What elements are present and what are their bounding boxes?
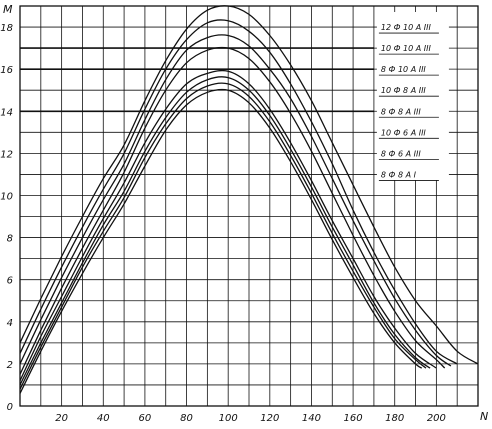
y-tick-label: 4 <box>7 318 13 329</box>
x-axis-label: N <box>480 410 488 423</box>
plot-frame <box>19 5 479 407</box>
series-line <box>19 82 427 390</box>
y-axis-label: M <box>3 3 13 16</box>
series-line <box>19 76 431 386</box>
series-line <box>19 5 479 365</box>
legend-label: 8 Ф 8 A III <box>381 107 421 116</box>
x-tick-label: 180 <box>385 413 404 424</box>
series-line <box>19 34 452 367</box>
series-line <box>19 88 423 394</box>
series-line <box>19 69 437 381</box>
x-tick-label: 100 <box>219 413 238 424</box>
legend-label: 10 Ф 6 A III <box>381 128 427 137</box>
legend-label: 12 Ф 10 A III <box>381 23 432 32</box>
y-tick-label: 18 <box>0 23 13 34</box>
x-tick-label: 20 <box>55 413 68 424</box>
y-tick-label: 8 <box>7 234 13 245</box>
x-tick-label: 40 <box>97 413 110 424</box>
legend: 12 Ф 10 A III 10 Ф 10 A III 8 Ф 10 A III 10… <box>376 12 449 181</box>
x-tick-label: 160 <box>344 413 363 424</box>
y-tick-label: 0 <box>7 402 13 413</box>
y-tick-label: 16 <box>0 65 13 76</box>
y-tick-label: 14 <box>0 107 13 118</box>
y-tick-label: 2 <box>7 360 13 371</box>
legend-label: 8 Ф 10 A III <box>381 65 427 74</box>
y-tick-label: 6 <box>7 276 13 287</box>
x-tick-label: 80 <box>180 413 193 424</box>
x-tick-label: 120 <box>260 413 279 424</box>
x-tick-label: 140 <box>302 413 321 424</box>
legend-label: 8 Ф 6 A III <box>381 149 421 158</box>
y-tick-label: 10 <box>0 191 13 202</box>
series-line <box>19 46 446 375</box>
legend-label: 8 Ф 8 A I <box>381 170 417 179</box>
tick-labels: 20 40 60 80 100 120 140 160 180 200 0 2 4 6 8 10 12 14 16 1… <box>0 23 446 424</box>
y-tick-label: 12 <box>0 149 13 160</box>
legend-label: 10 Ф 8 A III <box>381 86 427 95</box>
series-line <box>19 19 458 365</box>
x-tick-label: 200 <box>427 413 446 424</box>
x-tick-label: 60 <box>139 413 152 424</box>
series-lines <box>19 5 479 394</box>
reference-lines <box>20 47 374 113</box>
legend-label: 10 Ф 10 A III <box>381 44 432 53</box>
